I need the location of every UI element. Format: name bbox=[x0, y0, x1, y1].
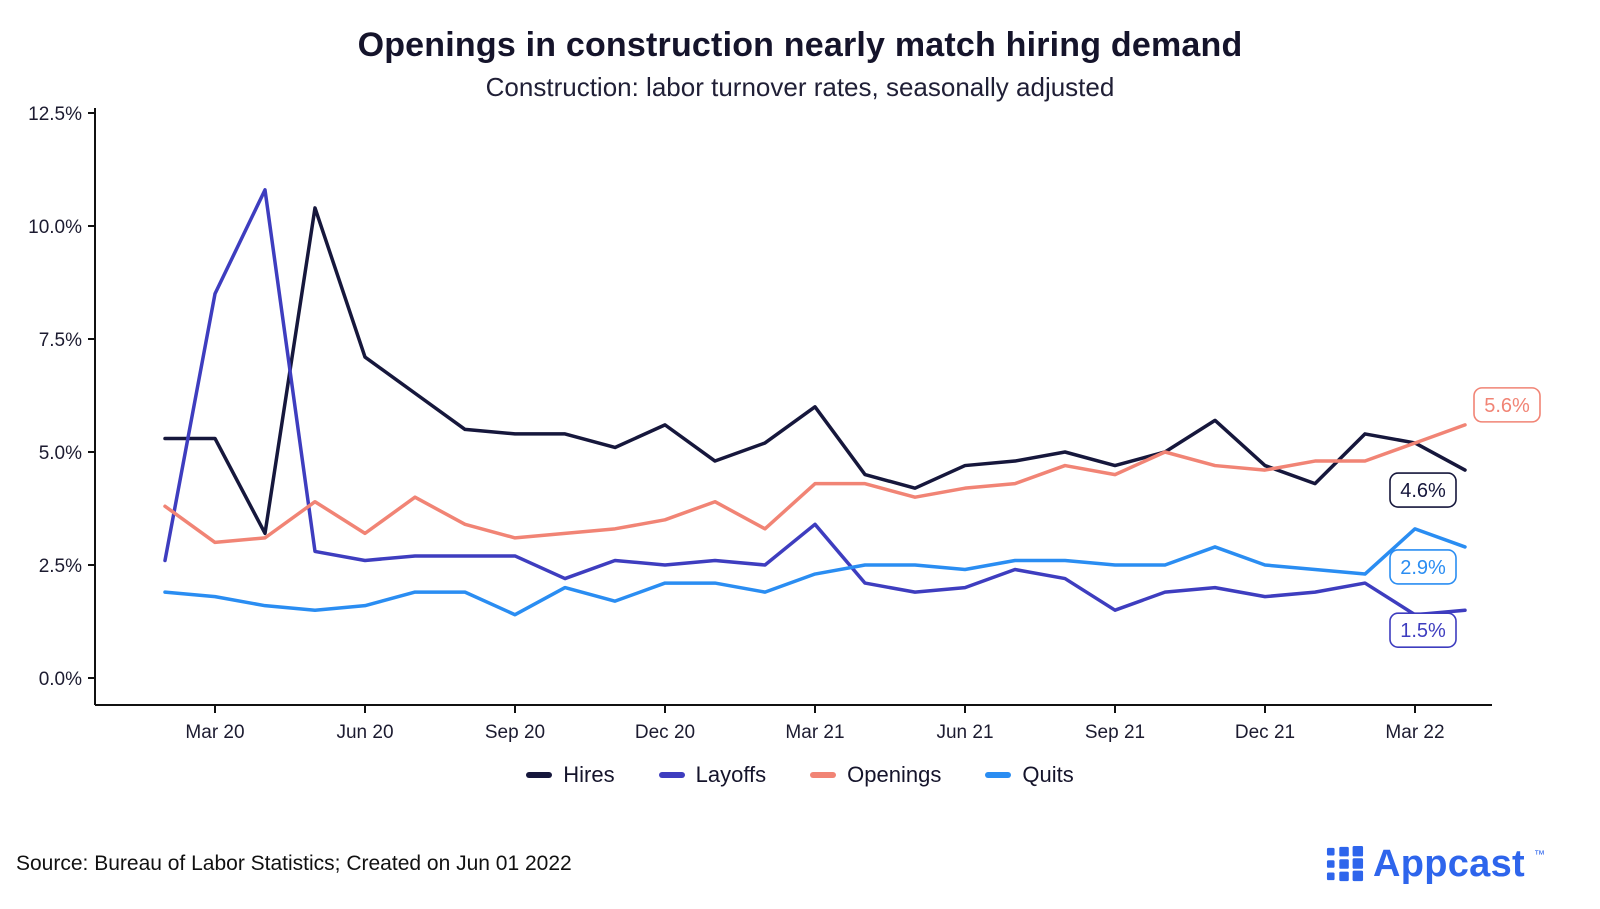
x-tick-label: Mar 20 bbox=[185, 722, 244, 743]
legend-swatch-icon bbox=[526, 772, 553, 778]
x-tick-label: Jun 21 bbox=[936, 722, 993, 743]
trademark-symbol: ™ bbox=[1534, 848, 1545, 861]
y-tick-label: 10.0% bbox=[28, 217, 82, 238]
x-tick-label: Jun 20 bbox=[336, 722, 393, 743]
series-line-openings bbox=[163, 423, 1467, 545]
source-attribution: Source: Bureau of Labor Statistics; Crea… bbox=[16, 852, 572, 875]
y-tick-label: 5.0% bbox=[39, 443, 82, 464]
legend-label: Quits bbox=[1022, 762, 1074, 787]
appcast-wordmark: Appcast bbox=[1372, 842, 1525, 885]
end-label-box-openings bbox=[1473, 387, 1541, 423]
legend-item-layoffs: Layoffs bbox=[658, 762, 767, 788]
x-tick-label: Dec 20 bbox=[635, 722, 695, 743]
line-chart: 0.0% 2.5% 5.0% 7.5% 10.0% 12.5% Mar 20 Jun 20 Se… bbox=[28, 104, 1541, 743]
end-label-layoffs: 1.5% bbox=[1400, 620, 1446, 642]
legend-item-quits: Quits bbox=[985, 762, 1074, 788]
footer: Source: Bureau of Labor Statistics; Crea… bbox=[0, 832, 1600, 896]
end-label-box-hires bbox=[1389, 472, 1457, 508]
page-title: Openings in construction nearly match hi… bbox=[357, 26, 1243, 64]
series-line-layoffs bbox=[163, 188, 1467, 617]
legend-swatch-icon bbox=[985, 772, 1012, 778]
end-label-box-layoffs bbox=[1389, 612, 1457, 649]
x-tick-label: Dec 21 bbox=[1235, 722, 1295, 743]
legend-item-openings: Openings bbox=[810, 762, 941, 788]
series-line-hires bbox=[163, 206, 1467, 536]
chart-legend: Hires Layoffs Openings Quits bbox=[0, 762, 1600, 788]
y-tick-label: 7.5% bbox=[39, 330, 82, 351]
legend-label: Openings bbox=[847, 762, 942, 787]
y-tick-label: 2.5% bbox=[39, 556, 82, 577]
y-tick-label: 0.0% bbox=[39, 669, 82, 690]
legend-item-hires: Hires bbox=[526, 762, 615, 788]
page-subtitle: Construction: labor turnover rates, seas… bbox=[485, 72, 1115, 102]
end-label-hires: 4.6% bbox=[1400, 480, 1446, 502]
appcast-brand: Appcast ™ bbox=[1326, 843, 1545, 886]
x-tick-label: Mar 21 bbox=[785, 722, 844, 743]
x-tick-label: Sep 21 bbox=[1085, 722, 1145, 743]
legend-label: Hires bbox=[563, 762, 615, 787]
series-line-quits bbox=[163, 527, 1467, 617]
x-tick-label: Sep 20 bbox=[485, 722, 545, 743]
y-tick-label: 12.5% bbox=[28, 104, 82, 125]
legend-swatch-icon bbox=[810, 772, 837, 778]
end-label-openings: 5.6% bbox=[1484, 395, 1530, 417]
x-tick-label: Mar 22 bbox=[1385, 722, 1444, 743]
appcast-logo-icon bbox=[1326, 845, 1364, 882]
end-label-quits: 2.9% bbox=[1400, 557, 1446, 579]
legend-label: Layoffs bbox=[695, 762, 767, 787]
end-label-box-quits bbox=[1389, 549, 1457, 585]
legend-swatch-icon bbox=[658, 772, 685, 778]
